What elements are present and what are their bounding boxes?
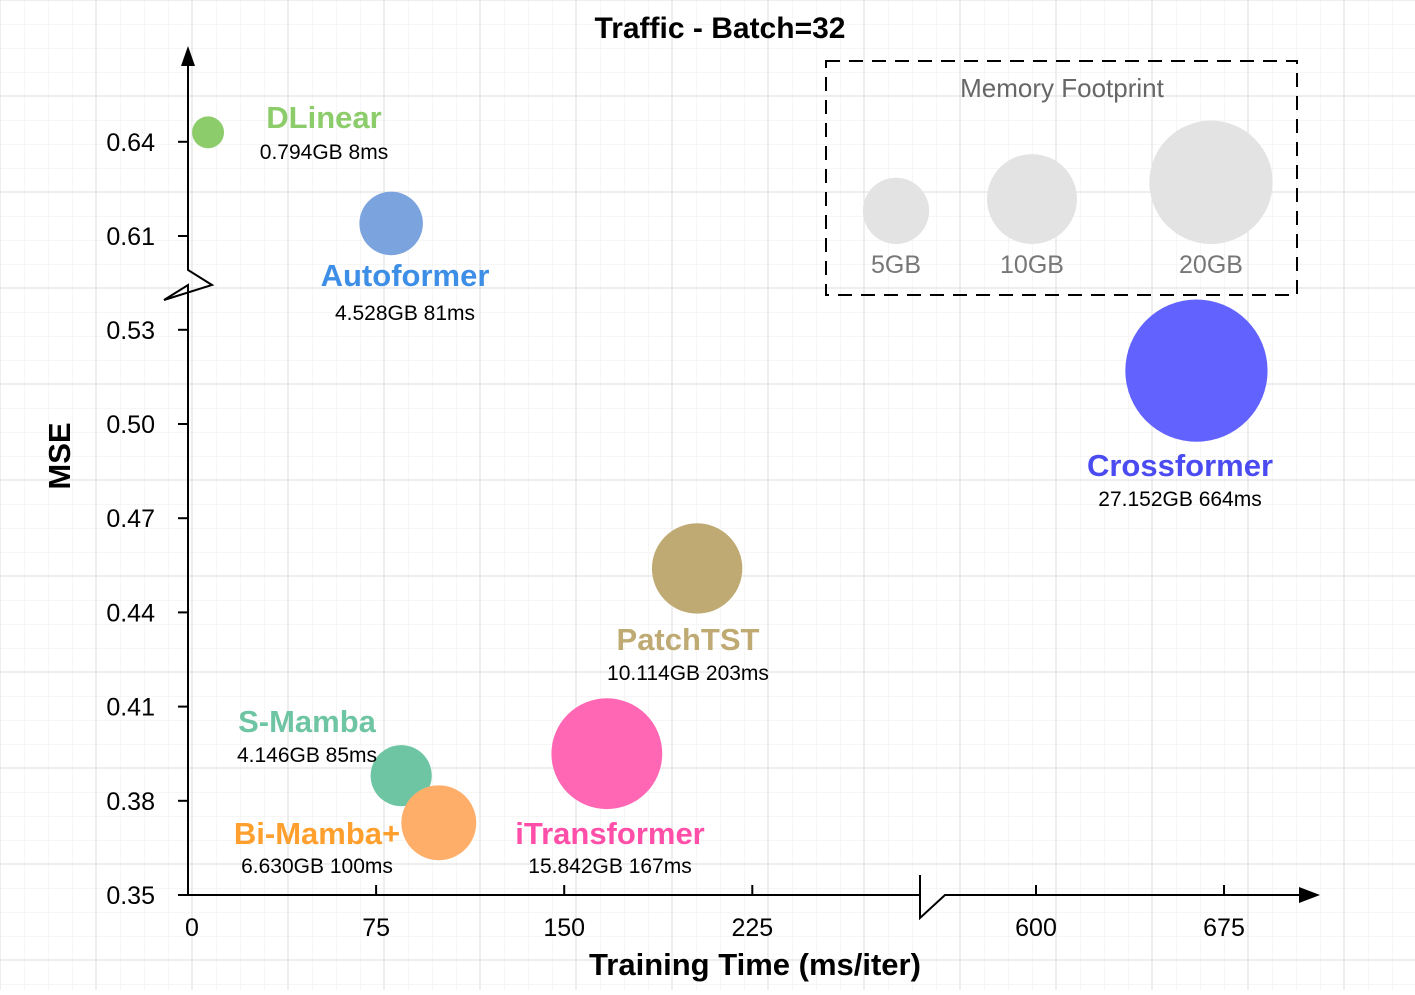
point-name-bi-mamba: Bi-Mamba+	[234, 816, 400, 851]
bubble-s-mamba	[370, 745, 432, 807]
bubble-itransformer	[551, 698, 663, 810]
legend-frame	[825, 60, 1298, 296]
axes: 0.35 0.38 0.41 0.44 0.47 0.50 0.53 0.61 0.64 0 75 1…	[106, 46, 1320, 942]
y-tick-label: 0.38	[106, 788, 155, 816]
legend-bubble	[987, 154, 1077, 244]
bubble-crossformer	[1125, 299, 1268, 442]
data-points: DLinear 0.794GB 8ms Autoformer 4.528GB 81ms…	[192, 100, 1273, 878]
legend-bubble	[1149, 120, 1273, 244]
y-tick-label: 0.35	[106, 882, 155, 910]
bubble-dlinear	[192, 116, 225, 149]
y-axis-arrowhead	[181, 46, 195, 66]
point-name-patchtst: PatchTST	[617, 622, 760, 657]
y-tick-label: 0.41	[106, 694, 155, 722]
bubble-autoformer	[359, 191, 423, 256]
x-axis-line	[188, 875, 1305, 921]
y-tick-label: 0.47	[106, 505, 155, 533]
x-tick-label: 675	[1203, 914, 1245, 942]
x-axis-arrowhead	[1299, 887, 1320, 903]
x-tick-label: 0	[185, 914, 199, 942]
y-axis-line	[163, 56, 215, 895]
memory-legend: Memory Footprint 5GB 10GB 20GB	[825, 60, 1298, 296]
y-tick-label: 0.61	[106, 223, 155, 251]
legend-item-label: 5GB	[871, 251, 921, 279]
point-name-autoformer: Autoformer	[321, 258, 490, 293]
x-tick-label: 600	[1015, 914, 1057, 942]
point-info-itransformer: 15.842GB 167ms	[528, 855, 691, 878]
legend-title: Memory Footprint	[960, 73, 1164, 103]
point-name-s-mamba: S-Mamba	[238, 704, 377, 739]
y-tick-label: 0.64	[106, 129, 155, 157]
point-info-patchtst: 10.114GB 203ms	[607, 662, 769, 685]
point-info-crossformer: 27.152GB 664ms	[1098, 488, 1261, 511]
point-info-s-mamba: 4.146GB 85ms	[237, 744, 377, 767]
x-tick-label: 75	[362, 914, 390, 942]
x-tick-label: 150	[543, 914, 585, 942]
point-name-dlinear: DLinear	[266, 100, 381, 135]
y-tick-label: 0.53	[106, 317, 155, 345]
x-axis-label: Training Time (ms/iter)	[589, 947, 921, 982]
point-info-bi-mamba: 6.630GB 100ms	[241, 855, 393, 878]
legend-item-label: 10GB	[1000, 251, 1064, 279]
chart-title: Traffic - Batch=32	[595, 12, 846, 45]
x-tick-label: 225	[731, 914, 773, 942]
legend-bubble	[862, 177, 930, 244]
legend-item-label: 20GB	[1179, 251, 1243, 279]
point-info-autoformer: 4.528GB 81ms	[335, 302, 475, 325]
point-info-dlinear: 0.794GB 8ms	[260, 141, 388, 164]
y-axis-label: MSE	[42, 422, 77, 489]
bubble-bi-mamba	[401, 785, 477, 861]
y-tick-label: 0.50	[106, 411, 155, 439]
point-name-crossformer: Crossformer	[1087, 448, 1273, 483]
bubble-patchtst	[651, 523, 743, 614]
y-tick-label: 0.44	[106, 599, 155, 627]
point-name-itransformer: iTransformer	[515, 816, 705, 851]
